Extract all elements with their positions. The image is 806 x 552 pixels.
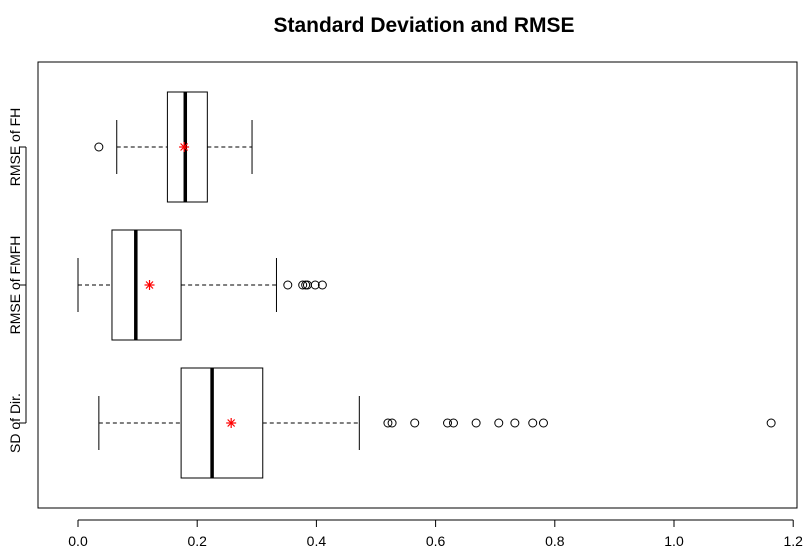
mean-marker-stroke	[145, 281, 154, 289]
x-tick-label: 0.0	[68, 533, 88, 549]
plot-frame	[37, 61, 798, 509]
outlier-point	[317, 280, 327, 290]
outlier-point	[298, 280, 308, 290]
iqr-box	[180, 367, 264, 479]
outlier-point	[510, 418, 520, 428]
outlier-point	[383, 418, 393, 428]
mean-marker	[179, 142, 190, 152]
outlier-point	[387, 418, 397, 428]
box-1	[77, 229, 327, 341]
x-tick-label: 1.0	[664, 533, 684, 549]
box-0	[98, 367, 776, 479]
x-tick-label: 1.2	[783, 533, 803, 549]
outlier-point	[494, 418, 504, 428]
outlier-point	[302, 280, 312, 290]
mean-marker-stroke	[227, 419, 236, 427]
outlier-point	[471, 418, 481, 428]
outlier-point	[443, 418, 453, 428]
outlier-point	[283, 280, 293, 290]
outlier-point	[528, 418, 538, 428]
x-tick-label: 0.6	[426, 533, 446, 549]
y-category-label: SD of Dir.	[7, 393, 23, 453]
outlier-point	[410, 418, 420, 428]
outlier-point	[766, 418, 776, 428]
mean-marker	[226, 418, 237, 428]
box-2	[94, 91, 253, 203]
x-tick-label: 0.4	[307, 533, 327, 549]
mean-marker-stroke	[180, 143, 189, 151]
y-axis: SD of Dir. RMSE of FMFH RMSE of FH	[7, 108, 27, 453]
x-axis: 0.0 0.2 0.4 0.6 0.8 1.0 1.2	[68, 519, 803, 549]
boxes-group	[77, 91, 776, 479]
outlier-point	[448, 418, 458, 428]
x-tick-label: 0.2	[187, 533, 207, 549]
mean-marker	[144, 280, 155, 290]
outlier-point	[94, 142, 104, 152]
chart-title: Standard Deviation and RMSE	[273, 14, 574, 37]
x-tick-label: 0.8	[545, 533, 565, 549]
outlier-point	[310, 280, 320, 290]
outlier-point	[538, 418, 548, 428]
y-category-label: RMSE of FMFH	[7, 236, 23, 335]
y-category-label: RMSE of FH	[7, 108, 23, 187]
